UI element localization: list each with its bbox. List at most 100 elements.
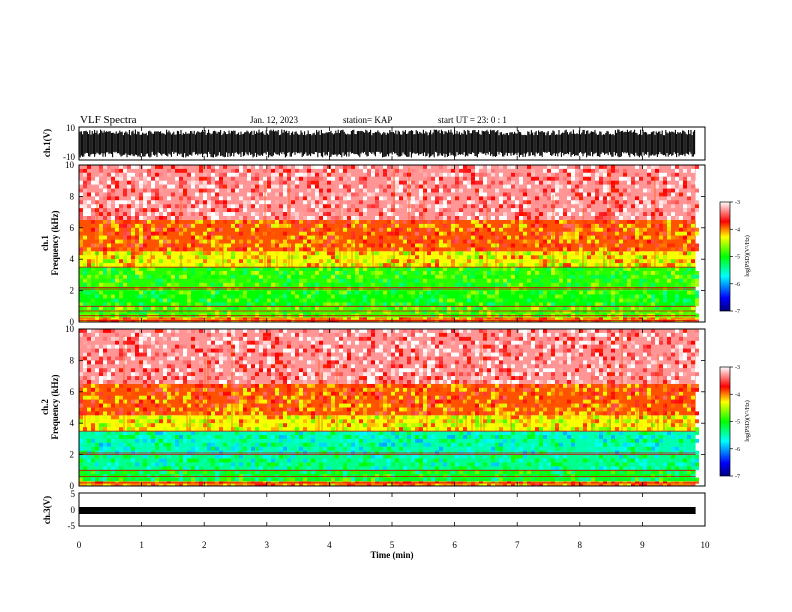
spectrogram-cell [387,184,391,189]
spectrogram-cell [659,172,663,177]
spectrogram-cell [435,458,439,463]
spectrogram-cell [691,274,695,279]
spectrogram-cell [491,227,495,232]
spectrogram-cell [383,188,387,193]
spectrogram-cell [627,294,631,299]
spectrogram-cell [687,212,691,216]
spectrogram-cell [111,278,115,283]
spectrogram-cell [499,267,503,271]
spectrogram-cell [595,219,599,224]
spectrogram-cell [191,271,195,275]
spectrogram-cell [115,271,119,275]
spectrogram-cell [99,454,103,459]
spectrogram-cell [563,466,567,471]
spectrogram-cell [435,290,439,295]
spectrogram-cell [499,259,503,264]
spectrogram-cell [667,466,671,471]
spectrogram-cell [575,168,579,173]
spectrogram-cell [479,204,483,209]
spectrogram-cell [127,216,131,220]
spectrogram-cell [551,470,555,474]
spectrogram-cell [135,223,139,228]
spectrogram-cell [387,216,391,220]
spectrogram-cell [83,282,87,287]
spectrogram-cell [459,431,463,435]
spectrogram-cell [611,298,615,303]
spectrogram-cell [467,294,471,299]
spectrogram-cell [607,462,611,467]
spectrogram-cell [335,267,339,271]
spectrogram-cell [415,454,419,459]
spectrogram-cell [491,168,495,173]
spectrogram-cell [151,200,155,205]
spectrogram-cell [531,255,535,260]
spectrogram-cell [307,462,311,467]
spectrogram-cell [391,192,395,197]
spectrogram-cell [79,204,83,209]
spectrogram-cell [479,458,483,463]
spectrogram-cell [467,267,471,271]
spectrogram-cell [323,477,327,482]
spectrogram-cell [475,216,479,220]
spectrogram-cell [311,263,315,267]
spectrogram-cell [171,474,175,478]
spectrogram-cell [311,172,315,177]
spectrogram-cell [327,259,331,264]
spectrogram-cell [511,310,515,314]
spectrogram-cell [219,184,223,189]
spectrogram-cell [679,274,683,279]
spectrogram-cell [351,239,355,244]
spectrogram-cell [599,255,603,260]
spectrogram-cell [79,180,83,185]
spectrogram-cell [103,216,107,220]
spectrogram-cell [83,180,87,185]
spectrogram-cell [599,263,603,267]
spectrogram-cell [439,165,443,169]
spectrogram-cell [435,204,439,209]
spectrogram-cell [351,298,355,303]
spectrogram-cell [151,231,155,236]
spectrogram-cell [127,204,131,209]
spectrogram-cell [655,306,659,310]
spectrogram-cell [139,208,143,213]
spectrogram-cell [331,192,335,197]
spectrogram-cell [207,267,211,271]
spectrogram-cell [131,196,135,201]
spectrogram-cell [615,294,619,299]
spectrogram-cell [451,231,455,236]
spectrogram-cell [287,282,291,287]
spectrogram-cell [683,259,687,264]
spectrogram-cell [87,263,91,267]
spectrogram-cell [507,196,511,201]
spectrogram-cell [487,168,491,173]
spectrogram-cell [503,278,507,283]
spectrogram-cell [375,196,379,201]
spectrogram-cell [551,302,555,307]
spectrogram-cell [463,483,467,486]
spectrogram-cell [235,454,239,459]
spectrogram-cell [315,235,319,240]
spectrogram-cell [467,474,471,478]
spectrogram-cell [83,290,87,295]
spectrogram-cell [691,168,695,173]
spectrogram-cell [447,454,451,459]
spectrogram-cell [263,483,267,486]
spectrogram-cell [299,165,303,169]
spectrogram-cell [651,255,655,260]
spectrogram-cell [203,188,207,193]
spectrogram-cell [679,278,683,283]
spectrogram-cell [531,290,535,295]
spectrogram-cell [687,474,691,478]
spectrogram-cell [251,271,255,275]
spectrogram-cell [455,470,459,474]
spectrogram-cell [391,317,395,320]
spectrogram-cell [463,204,467,209]
spectrogram-cell [427,251,431,256]
spectrogram-cell [479,219,483,224]
spectrogram-cell [443,204,447,209]
spectrogram-cell [659,243,663,248]
spectrogram-cell [103,431,107,435]
spectrogram-cell [415,282,419,287]
spectrogram-cell [291,306,295,310]
spectrogram-cell [539,274,543,279]
